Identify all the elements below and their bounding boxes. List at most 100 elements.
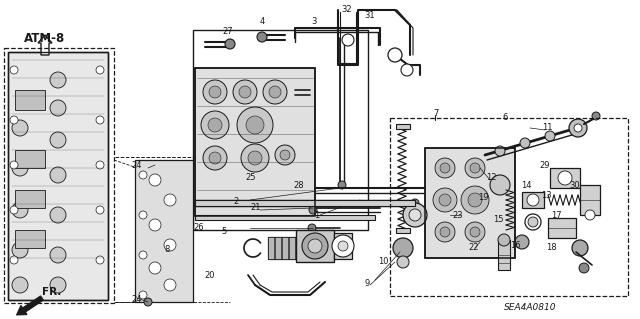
Circle shape [393, 238, 413, 258]
Circle shape [203, 80, 227, 104]
Text: 32: 32 [342, 5, 352, 14]
Text: 28: 28 [294, 181, 304, 189]
Bar [195, 68, 315, 216]
Circle shape [10, 161, 18, 169]
Text: 13: 13 [541, 190, 551, 199]
Bar [8, 52, 108, 300]
Circle shape [426, 186, 434, 194]
Circle shape [465, 158, 485, 178]
Circle shape [495, 146, 505, 156]
Text: 25: 25 [246, 174, 256, 182]
Bar [275, 237, 281, 259]
Circle shape [338, 241, 348, 251]
Bar [15, 150, 45, 168]
Circle shape [139, 291, 147, 299]
Text: 9: 9 [364, 279, 370, 288]
Circle shape [96, 256, 104, 264]
Circle shape [139, 211, 147, 219]
Text: 30: 30 [570, 181, 580, 189]
Bar [195, 215, 375, 220]
Circle shape [440, 227, 450, 237]
Bar [296, 230, 334, 262]
Text: 24: 24 [132, 160, 142, 169]
Text: 7: 7 [433, 109, 438, 118]
Circle shape [164, 239, 176, 251]
Circle shape [545, 131, 555, 141]
Circle shape [280, 150, 290, 160]
Circle shape [468, 193, 482, 207]
Bar [390, 118, 628, 296]
Circle shape [308, 224, 316, 232]
Text: 27: 27 [223, 27, 234, 36]
Circle shape [50, 207, 66, 223]
Circle shape [164, 194, 176, 206]
Circle shape [139, 251, 147, 259]
Circle shape [241, 144, 269, 172]
Bar [396, 228, 410, 233]
Circle shape [10, 66, 18, 74]
Text: 18: 18 [546, 243, 556, 253]
Bar [15, 90, 45, 110]
Text: 16: 16 [509, 241, 520, 249]
Circle shape [520, 138, 530, 148]
Circle shape [435, 222, 455, 242]
Bar [4, 48, 114, 303]
Text: 11: 11 [541, 123, 552, 132]
Circle shape [439, 194, 451, 206]
Circle shape [149, 219, 161, 231]
Circle shape [50, 247, 66, 263]
Circle shape [149, 262, 161, 274]
Text: 1: 1 [314, 211, 319, 219]
Text: 23: 23 [452, 211, 463, 219]
Text: 6: 6 [502, 114, 508, 122]
Circle shape [440, 163, 450, 173]
Bar [282, 237, 288, 259]
Circle shape [388, 48, 402, 62]
Circle shape [263, 80, 287, 104]
Circle shape [139, 171, 147, 179]
Circle shape [233, 80, 257, 104]
Bar [550, 168, 580, 188]
Circle shape [10, 206, 18, 214]
Text: 20: 20 [205, 271, 215, 279]
Bar [334, 233, 352, 259]
Circle shape [144, 298, 152, 306]
Bar [195, 68, 315, 216]
Circle shape [12, 242, 28, 258]
Circle shape [592, 112, 600, 120]
Circle shape [12, 120, 28, 136]
Circle shape [498, 234, 510, 246]
Circle shape [435, 158, 455, 178]
Circle shape [308, 239, 322, 253]
Circle shape [269, 86, 281, 98]
Circle shape [12, 277, 28, 293]
Circle shape [96, 161, 104, 169]
Text: 2: 2 [234, 197, 239, 206]
Bar [268, 237, 296, 259]
Circle shape [12, 202, 28, 218]
Circle shape [50, 100, 66, 116]
Circle shape [403, 203, 427, 227]
Circle shape [433, 188, 457, 212]
Bar [195, 200, 415, 206]
Text: 24: 24 [132, 295, 142, 305]
Circle shape [528, 217, 538, 227]
Bar [580, 185, 600, 215]
Bar [8, 52, 108, 300]
Circle shape [203, 146, 227, 170]
Circle shape [527, 194, 539, 206]
Circle shape [209, 152, 221, 164]
Text: 29: 29 [540, 160, 550, 169]
Bar [135, 160, 193, 302]
Bar [396, 124, 410, 129]
Circle shape [209, 86, 221, 98]
Circle shape [164, 279, 176, 291]
Circle shape [239, 86, 251, 98]
Text: 26: 26 [194, 224, 204, 233]
Text: 31: 31 [365, 11, 375, 19]
Circle shape [50, 167, 66, 183]
Circle shape [237, 107, 273, 143]
Text: 15: 15 [493, 216, 503, 225]
Circle shape [397, 256, 409, 268]
Circle shape [10, 256, 18, 264]
